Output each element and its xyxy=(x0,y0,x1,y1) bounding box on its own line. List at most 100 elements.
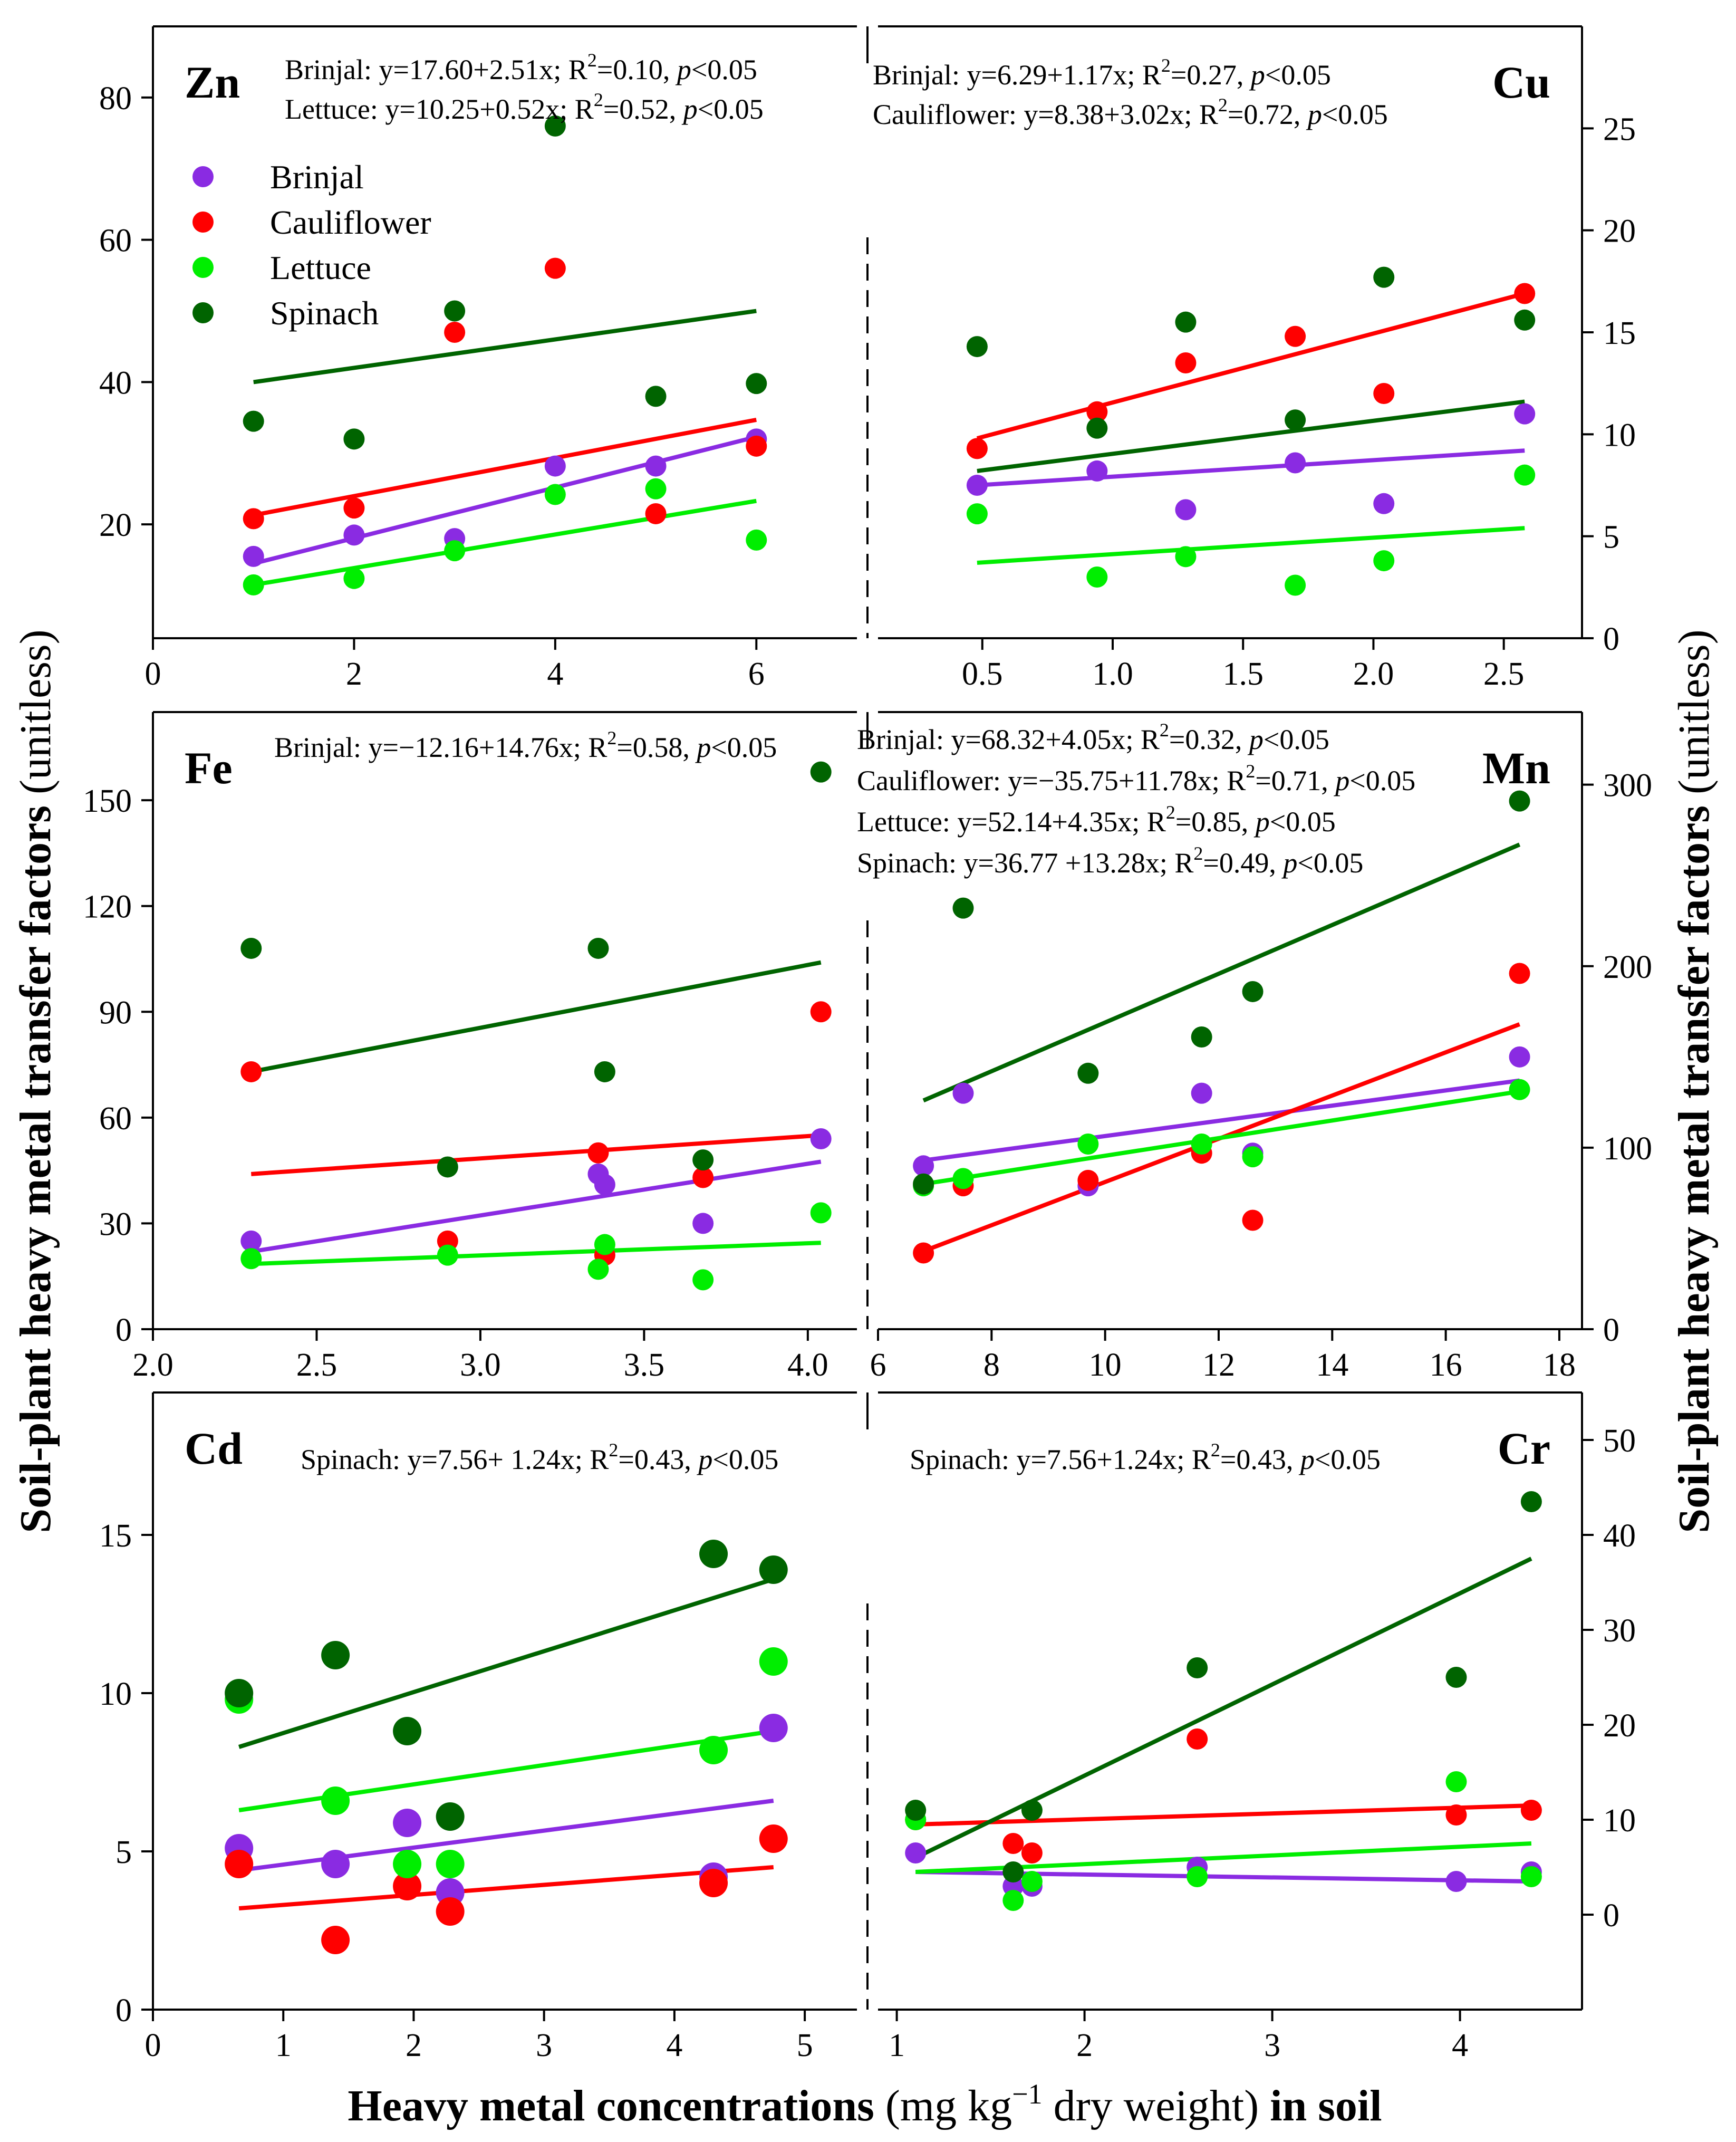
fit-line-cauliflower xyxy=(253,417,757,517)
point-cauliflower xyxy=(436,1897,465,1926)
y-tick-label: 0 xyxy=(1603,621,1619,657)
point-cauliflower xyxy=(240,1061,262,1082)
panel-title: Mn xyxy=(1482,743,1550,793)
point-lettuce xyxy=(1086,566,1108,588)
x-tick-label: 1.5 xyxy=(1222,656,1264,692)
x-tick-label: 0.5 xyxy=(962,656,1003,692)
point-spinach xyxy=(544,115,566,137)
point-lettuce xyxy=(444,540,466,562)
x-tick-label: 2.5 xyxy=(296,1347,337,1383)
equation-text: =0.43, xyxy=(618,1444,698,1475)
x-tick-label: 6 xyxy=(748,656,765,692)
y-tick-label: 90 xyxy=(99,995,132,1031)
equation-text: Spinach: y=7.56+ 1.24x; R xyxy=(301,1444,609,1475)
point-spinach xyxy=(1445,1667,1467,1688)
regression-equation: Brinjal: y=−12.16+14.76x; R2=0.58, p<0.0… xyxy=(274,727,777,763)
point-spinach xyxy=(913,1173,934,1195)
point-lettuce xyxy=(692,1269,714,1291)
point-brinjal xyxy=(645,455,667,477)
point-spinach xyxy=(1175,311,1197,333)
x-axis-label-bold-1: Heavy metal concentrations xyxy=(348,2081,874,2130)
point-brinjal xyxy=(913,1155,934,1177)
point-spinach xyxy=(1086,417,1108,439)
point-cauliflower xyxy=(1242,1209,1264,1231)
y-tick-label: 10 xyxy=(1603,1803,1636,1839)
point-lettuce xyxy=(1002,1890,1024,1911)
point-brinjal xyxy=(1086,460,1108,482)
fit-line-lettuce xyxy=(253,498,757,587)
equation-superscript: 2 xyxy=(587,50,597,71)
point-brinjal xyxy=(594,1174,615,1195)
equation-text: <0.05 xyxy=(712,1444,778,1475)
fit-line-lettuce xyxy=(923,1089,1520,1186)
y-tick-label: 0 xyxy=(1603,1312,1619,1348)
y-tick-label: 200 xyxy=(1603,949,1652,985)
equation-text: <0.05 xyxy=(698,93,764,125)
x-tick-label: 4 xyxy=(547,656,563,692)
equation-text: Lettuce: y=10.25+0.52x; R xyxy=(285,93,594,125)
point-spinach xyxy=(966,336,988,358)
point-lettuce xyxy=(645,478,667,500)
equation-text: <0.05 xyxy=(1270,806,1336,838)
point-lettuce xyxy=(1373,550,1395,572)
x-tick-label: 1 xyxy=(889,2028,905,2063)
equation-p: p xyxy=(1306,99,1322,130)
legend-marker-spinach xyxy=(192,302,214,323)
equation-text: Cauliflower: y=−35.75+11.78x; R xyxy=(857,765,1246,796)
point-lettuce xyxy=(544,484,566,505)
panel-title: Cr xyxy=(1498,1423,1550,1474)
equation-superscript: 2 xyxy=(1246,761,1255,782)
point-lettuce xyxy=(966,503,988,525)
equation-superscript: 2 xyxy=(594,89,603,110)
point-cauliflower xyxy=(692,1167,714,1188)
point-lettuce xyxy=(1509,1079,1530,1100)
x-tick-label: 3.0 xyxy=(460,1347,501,1383)
legend: Brinjal Cauliflower Lettuce Spinach xyxy=(192,158,431,332)
y-tick-label: 20 xyxy=(99,507,132,543)
point-cauliflower xyxy=(444,322,466,343)
regression-equation: Brinjal: y=68.32+4.05x; R2=0.32, p<0.05 xyxy=(857,719,1329,755)
point-cauliflower xyxy=(393,1872,422,1900)
point-spinach xyxy=(692,1149,714,1171)
legend-label: Brinjal xyxy=(270,158,364,196)
y-tick-label: 25 xyxy=(1603,111,1636,147)
equation-superscript: 2 xyxy=(607,727,616,748)
equation-superscript: 2 xyxy=(1211,1439,1220,1461)
x-tick-label: 16 xyxy=(1430,1347,1462,1383)
equation-superscript: 2 xyxy=(1193,843,1203,864)
equation-text: Cauliflower: y=8.38+3.02x; R xyxy=(873,99,1218,130)
y-tick-label: 10 xyxy=(1603,417,1636,453)
point-spinach xyxy=(1509,790,1530,812)
x-tick-label: 2.5 xyxy=(1483,656,1525,692)
point-brinjal xyxy=(1509,1046,1530,1068)
point-spinach xyxy=(810,761,832,783)
x-tick-label: 0 xyxy=(145,2028,161,2063)
y-tick-label: 80 xyxy=(99,81,132,117)
regression-equation: Brinjal: y=17.60+2.51x; R2=0.10, p<0.05 xyxy=(285,50,757,85)
equation-superscript: 2 xyxy=(1161,55,1171,76)
x-tick-label: 4 xyxy=(666,2028,682,2063)
x-tick-label: 4.0 xyxy=(787,1347,828,1383)
fit-line-cauliflower xyxy=(915,1803,1532,1827)
point-brinjal xyxy=(905,1842,927,1864)
x-tick-label: 5 xyxy=(797,2028,813,2063)
point-lettuce xyxy=(952,1168,974,1189)
legend-marker-brinjal xyxy=(192,166,214,187)
equation-superscript: 2 xyxy=(1166,802,1175,823)
equation-text: Spinach: y=7.56+1.24x; R xyxy=(910,1444,1211,1475)
equation-text: =0.71, xyxy=(1255,765,1335,796)
x-tick-label: 2 xyxy=(406,2028,422,2063)
y-tick-label: 40 xyxy=(99,365,132,401)
fit-line-lettuce xyxy=(977,526,1525,565)
fit-line-cauliflower xyxy=(976,291,1526,440)
equation-text: Lettuce: y=52.14+4.35x; R xyxy=(857,806,1166,838)
equation-text: Brinjal: y=−12.16+14.76x; R xyxy=(274,732,607,763)
x-tick-label: 3 xyxy=(1264,2028,1280,2063)
point-spinach xyxy=(759,1555,788,1584)
equation-p: p xyxy=(1333,765,1349,796)
legend-label: Cauliflower xyxy=(270,204,431,241)
y-tick-label: 30 xyxy=(1603,1613,1636,1649)
x-axis-label-unit-2: dry weight) xyxy=(1043,2081,1270,2130)
